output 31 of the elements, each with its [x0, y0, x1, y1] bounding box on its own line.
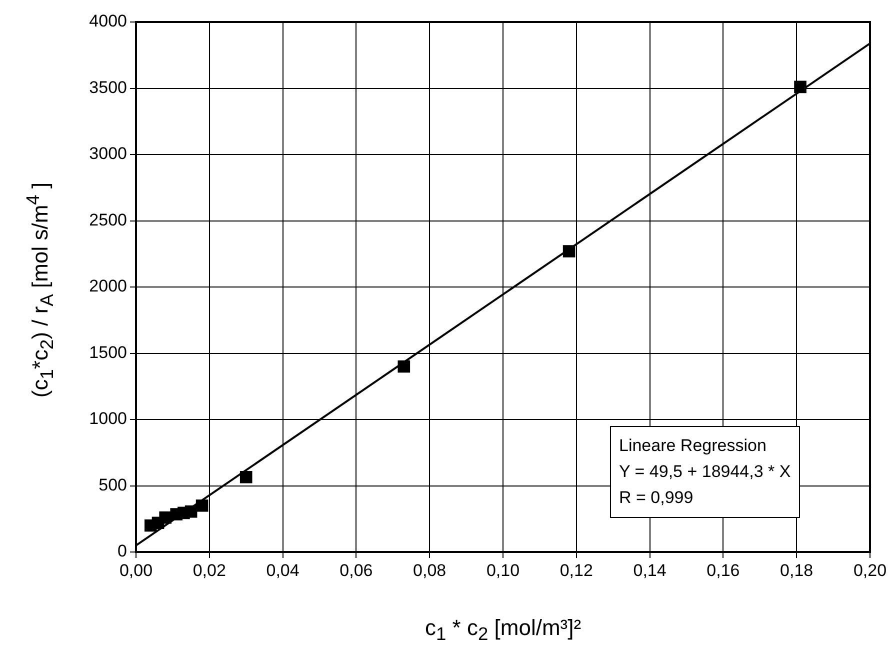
- point: [159, 511, 172, 524]
- x-tick-label: 0,06: [340, 560, 373, 580]
- y-tick-label: 1000: [89, 409, 127, 428]
- x-tick-label: 0,08: [413, 560, 446, 580]
- x-tick-label: 0,14: [633, 560, 666, 580]
- annotation: R = 0,999: [619, 487, 694, 509]
- y-tick-label: 1500: [89, 342, 127, 362]
- x-tick-label: 0,16: [706, 560, 740, 580]
- x-tick-label: 0,18: [780, 560, 814, 580]
- y-tick-label: 2000: [89, 276, 127, 296]
- y-tick-label: 500: [98, 475, 127, 494]
- y-tick-label: 3500: [89, 78, 127, 97]
- point: [562, 245, 576, 258]
- x-tick-label: 0,20: [853, 560, 887, 580]
- x-tick-label: 0,04: [266, 560, 300, 580]
- x-axis-title: c$_{1}$ * c$_{2}$ [mol/m³]²: [424, 614, 582, 646]
- point: [196, 499, 208, 512]
- point: [794, 80, 806, 94]
- x-tick-label: 0,12: [560, 560, 593, 580]
- point: [398, 360, 410, 373]
- y-tick-label: 4000: [89, 12, 127, 31]
- y-tick-label: 0: [118, 542, 127, 561]
- x-tick-label: 0,02: [192, 560, 226, 580]
- point: [184, 505, 198, 518]
- y-tick-label: 3000: [89, 144, 127, 164]
- x-tick-label: 0,10: [486, 560, 520, 580]
- x-tick-label: 0,00: [119, 560, 153, 580]
- point: [240, 470, 252, 484]
- annotation: Y = 49,5 + 18944,3 * X: [619, 461, 791, 483]
- annotation: Lineare Regression: [619, 435, 768, 457]
- y-tick-label: 2500: [89, 210, 127, 230]
